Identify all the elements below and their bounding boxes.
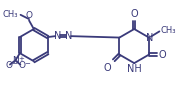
Text: N: N [12, 56, 19, 65]
Text: O: O [104, 63, 111, 73]
Text: N: N [146, 33, 153, 43]
Text: O: O [18, 61, 25, 70]
Text: O: O [159, 50, 167, 60]
Text: NH: NH [127, 64, 142, 74]
Text: O: O [5, 61, 12, 70]
Text: O: O [130, 9, 138, 19]
Text: N: N [54, 31, 61, 41]
Text: N: N [65, 31, 72, 41]
Text: CH₃: CH₃ [2, 10, 18, 19]
Text: +: + [18, 56, 24, 62]
Text: O: O [26, 11, 33, 20]
Text: −: − [24, 61, 30, 67]
Text: CH₃: CH₃ [161, 26, 176, 35]
Text: −: − [11, 61, 17, 67]
